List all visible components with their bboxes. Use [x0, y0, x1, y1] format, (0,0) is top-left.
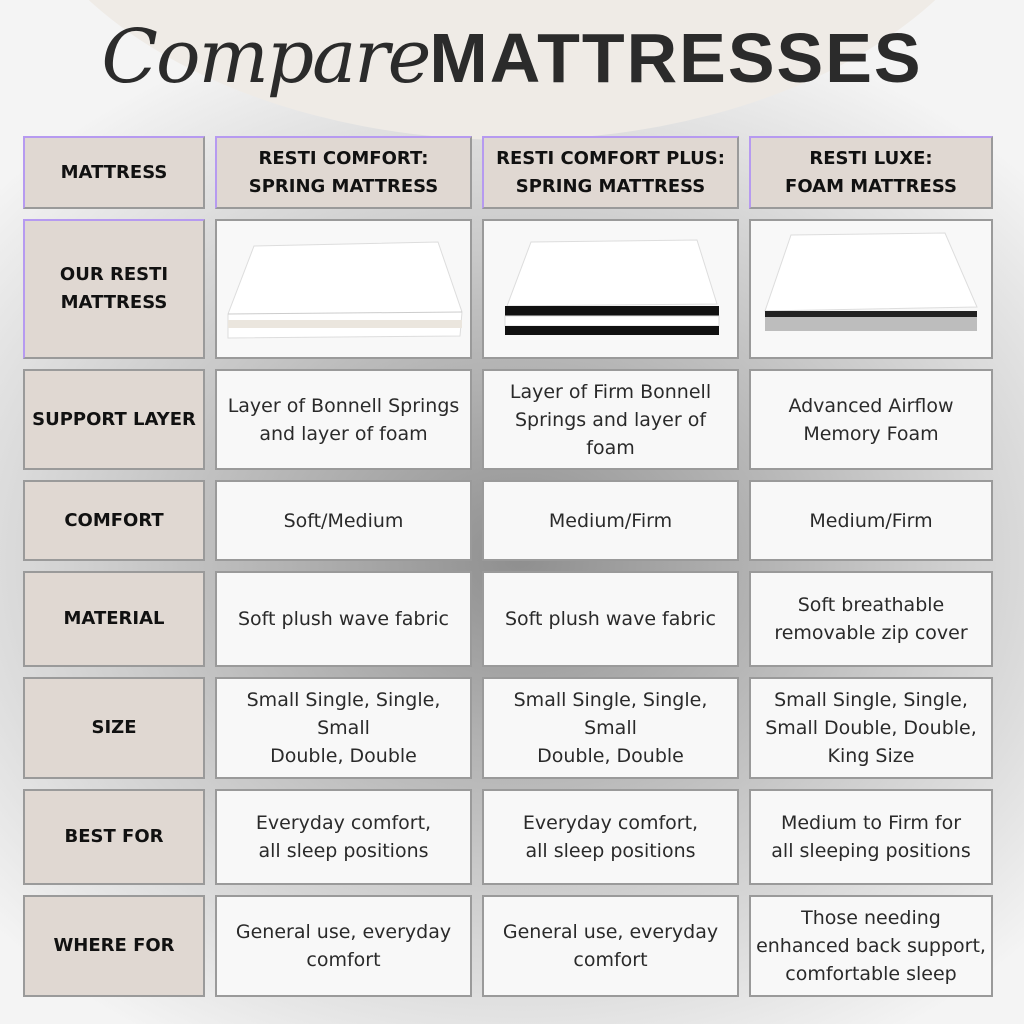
page-title: CompareMATTRESSES — [0, 14, 1024, 100]
row-label: MATERIAL — [23, 571, 205, 667]
cell-value: Small Single, Single, Small Double, Doub… — [749, 677, 993, 779]
cell-value: Soft plush wave fabric — [482, 571, 739, 667]
cell-value: Small Single, Single, Small Double, Doub… — [482, 677, 739, 779]
row-label: OUR RESTI MATTRESS — [23, 219, 205, 359]
cell-value: Soft plush wave fabric — [215, 571, 472, 667]
cell-value: Those needing enhanced back support, com… — [749, 895, 993, 997]
cell-value: Medium to Firm for all sleeping position… — [749, 789, 993, 885]
cell-value: Everyday comfort, all sleep positions — [215, 789, 472, 885]
mattress-image-luxe — [749, 219, 993, 359]
mattress-image-comfort-plus — [482, 219, 739, 359]
cell-value: Medium/Firm — [482, 480, 739, 561]
cell-value: Everyday comfort, all sleep positions — [482, 789, 739, 885]
cell-value: Advanced Airflow Memory Foam — [749, 369, 993, 470]
header-mattress: MATTRESS — [23, 136, 205, 209]
header-resti-comfort-plus: RESTI COMFORT PLUS: SPRING MATTRESS — [482, 136, 739, 209]
title-script: Compare — [101, 14, 431, 100]
mattress-image-comfort — [215, 219, 472, 359]
comparison-table: MATTRESS RESTI COMFORT: SPRING MATTRESS … — [23, 136, 993, 997]
row-label: COMFORT — [23, 480, 205, 561]
header-resti-comfort: RESTI COMFORT: SPRING MATTRESS — [215, 136, 472, 209]
cell-value: Layer of Firm Bonnell Springs and layer … — [482, 369, 739, 470]
row-label: WHERE FOR — [23, 895, 205, 997]
cell-value: Medium/Firm — [749, 480, 993, 561]
cell-value: Small Single, Single, Small Double, Doub… — [215, 677, 472, 779]
title-caps: MATTRESSES — [429, 19, 923, 97]
row-label: SIZE — [23, 677, 205, 779]
cell-value: Layer of Bonnell Springs and layer of fo… — [215, 369, 472, 470]
cell-value: General use, everyday comfort — [482, 895, 739, 997]
row-label: BEST FOR — [23, 789, 205, 885]
cell-value: Soft breathable removable zip cover — [749, 571, 993, 667]
cell-value: Soft/Medium — [215, 480, 472, 561]
cell-value: General use, everyday comfort — [215, 895, 472, 997]
row-label: SUPPORT LAYER — [23, 369, 205, 470]
header-resti-luxe: RESTI LUXE: FOAM MATTRESS — [749, 136, 993, 209]
